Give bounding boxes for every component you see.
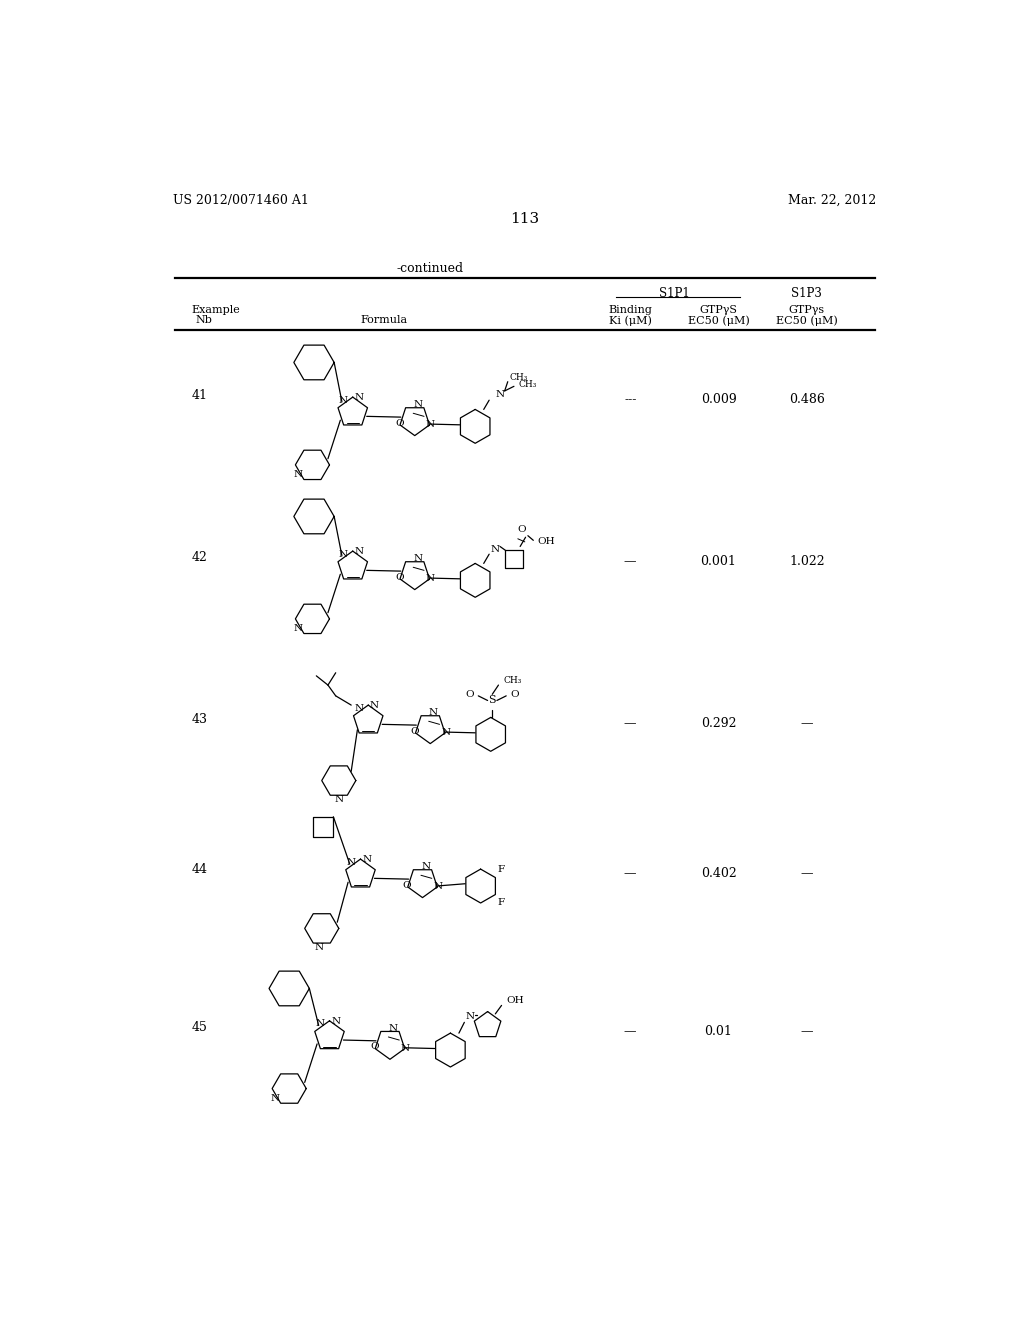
Text: S1P3: S1P3 (792, 286, 822, 300)
Text: 43: 43 (191, 713, 208, 726)
Text: N: N (414, 400, 423, 409)
Text: O: O (395, 573, 403, 582)
Text: N: N (354, 393, 364, 403)
Text: —: — (624, 717, 637, 730)
Text: ---: --- (624, 393, 636, 407)
Text: N: N (294, 624, 303, 634)
Text: N: N (414, 554, 423, 564)
Text: N: N (339, 549, 348, 558)
Text: N: N (421, 862, 430, 871)
Text: N: N (433, 882, 442, 891)
Text: GTPγs: GTPγs (788, 305, 825, 314)
Text: N: N (400, 1044, 410, 1053)
Text: 0.01: 0.01 (705, 1024, 732, 1038)
Text: Formula: Formula (360, 315, 408, 326)
Text: F: F (498, 865, 505, 874)
Text: 42: 42 (191, 552, 208, 564)
Text: US 2012/0071460 A1: US 2012/0071460 A1 (173, 194, 309, 207)
Text: N: N (314, 944, 324, 952)
Text: Example: Example (191, 305, 241, 314)
Text: N: N (466, 1011, 475, 1020)
Text: Ki (μM): Ki (μM) (608, 315, 651, 326)
Text: N: N (354, 704, 364, 713)
Text: 0.009: 0.009 (700, 393, 736, 407)
Text: S1P1: S1P1 (659, 286, 690, 300)
Text: S: S (488, 696, 496, 705)
Text: O: O (511, 690, 519, 698)
Text: —: — (801, 717, 813, 730)
Text: F: F (498, 899, 505, 907)
Text: 113: 113 (510, 213, 540, 226)
Text: —: — (624, 554, 637, 568)
Text: CH₃: CH₃ (503, 676, 521, 685)
Text: O: O (395, 418, 403, 428)
Text: N: N (362, 855, 372, 865)
Text: 0.402: 0.402 (700, 867, 736, 880)
Text: —: — (624, 1024, 637, 1038)
Text: N: N (426, 420, 435, 429)
Text: EC50 (μM): EC50 (μM) (688, 315, 750, 326)
Text: N: N (354, 548, 364, 556)
Text: -continued: -continued (396, 263, 464, 276)
Text: N: N (334, 796, 343, 804)
Text: 0.486: 0.486 (788, 393, 825, 407)
Text: EC50 (μM): EC50 (μM) (776, 315, 838, 326)
Text: CH₃: CH₃ (509, 372, 527, 381)
Text: O: O (517, 525, 526, 535)
Text: 44: 44 (191, 863, 208, 876)
Text: Nb: Nb (196, 315, 212, 326)
Text: —: — (624, 867, 637, 880)
Text: 45: 45 (191, 1020, 208, 1034)
Text: N: N (370, 701, 379, 710)
Text: Binding: Binding (608, 305, 652, 314)
Text: 0.292: 0.292 (700, 717, 736, 730)
Text: 1.022: 1.022 (790, 554, 824, 568)
Text: N: N (339, 396, 348, 405)
Text: N: N (270, 1094, 280, 1104)
Text: N: N (388, 1024, 397, 1034)
Text: CH₃: CH₃ (518, 380, 537, 389)
Text: GTPγS: GTPγS (699, 305, 737, 314)
Text: N: N (315, 1019, 325, 1028)
Text: OH: OH (506, 997, 524, 1006)
Text: N: N (294, 470, 303, 479)
Text: N: N (331, 1018, 340, 1026)
Text: O: O (402, 880, 412, 890)
Text: Mar. 22, 2012: Mar. 22, 2012 (788, 194, 877, 207)
Text: 0.001: 0.001 (700, 554, 736, 568)
Text: O: O (465, 690, 474, 698)
Text: N: N (496, 389, 505, 399)
Text: N: N (426, 574, 435, 583)
Text: O: O (370, 1043, 379, 1052)
Text: —: — (801, 1024, 813, 1038)
Text: O: O (411, 727, 419, 735)
Text: 41: 41 (191, 389, 208, 403)
Text: N: N (347, 858, 355, 867)
Text: N: N (490, 545, 500, 554)
Text: —: — (801, 867, 813, 880)
Text: N: N (441, 729, 451, 738)
Text: OH: OH (538, 537, 555, 546)
Text: N: N (429, 709, 438, 717)
